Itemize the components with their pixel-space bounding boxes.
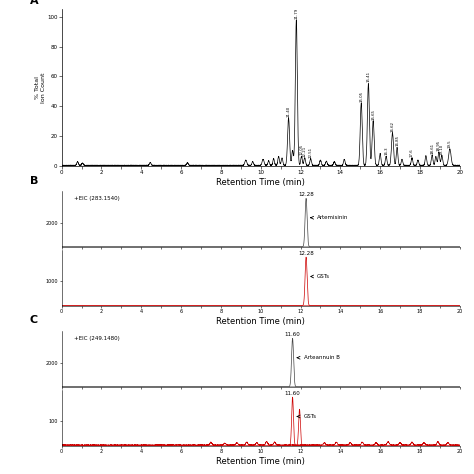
Text: Artemisinin: Artemisinin bbox=[317, 215, 348, 220]
Text: 16.62: 16.62 bbox=[391, 121, 394, 132]
Text: B: B bbox=[30, 175, 38, 185]
Y-axis label: % Total
Ion Count: % Total Ion Count bbox=[35, 73, 46, 103]
Text: 16.3: 16.3 bbox=[384, 147, 388, 155]
Text: 18.95: 18.95 bbox=[437, 140, 441, 151]
X-axis label: Retention Time (min): Retention Time (min) bbox=[216, 178, 305, 187]
X-axis label: Retention Time (min): Retention Time (min) bbox=[216, 317, 305, 326]
X-axis label: Retention Time (min): Retention Time (min) bbox=[216, 457, 305, 466]
Text: 12.21: 12.21 bbox=[303, 146, 307, 157]
Text: 15.65: 15.65 bbox=[371, 109, 375, 120]
Text: 12.28: 12.28 bbox=[298, 251, 314, 255]
Text: 17.6: 17.6 bbox=[410, 148, 414, 156]
Text: GSTs: GSTs bbox=[317, 274, 330, 279]
Text: 19.5: 19.5 bbox=[448, 139, 452, 148]
Text: 11.79: 11.79 bbox=[294, 8, 298, 18]
Text: +EIC (283.1540): +EIC (283.1540) bbox=[73, 196, 119, 201]
Text: 11.40: 11.40 bbox=[287, 105, 291, 117]
Text: 12.05: 12.05 bbox=[300, 144, 303, 155]
Text: A: A bbox=[30, 0, 38, 6]
Text: 16.85: 16.85 bbox=[395, 136, 399, 146]
Text: 19.10: 19.10 bbox=[440, 143, 444, 155]
Text: GSTs: GSTs bbox=[303, 414, 317, 419]
Text: 15.41: 15.41 bbox=[366, 71, 370, 82]
Text: 11.60: 11.60 bbox=[285, 332, 301, 337]
Text: 12.28: 12.28 bbox=[298, 192, 314, 197]
Text: 15.05: 15.05 bbox=[359, 91, 363, 101]
Text: 11.60: 11.60 bbox=[285, 391, 301, 396]
Text: 18.61: 18.61 bbox=[430, 143, 434, 154]
Text: 12.51: 12.51 bbox=[309, 146, 313, 158]
Text: C: C bbox=[30, 316, 38, 326]
Text: Arteannuin B: Arteannuin B bbox=[303, 355, 339, 360]
Text: +EIC (249.1480): +EIC (249.1480) bbox=[73, 336, 119, 340]
